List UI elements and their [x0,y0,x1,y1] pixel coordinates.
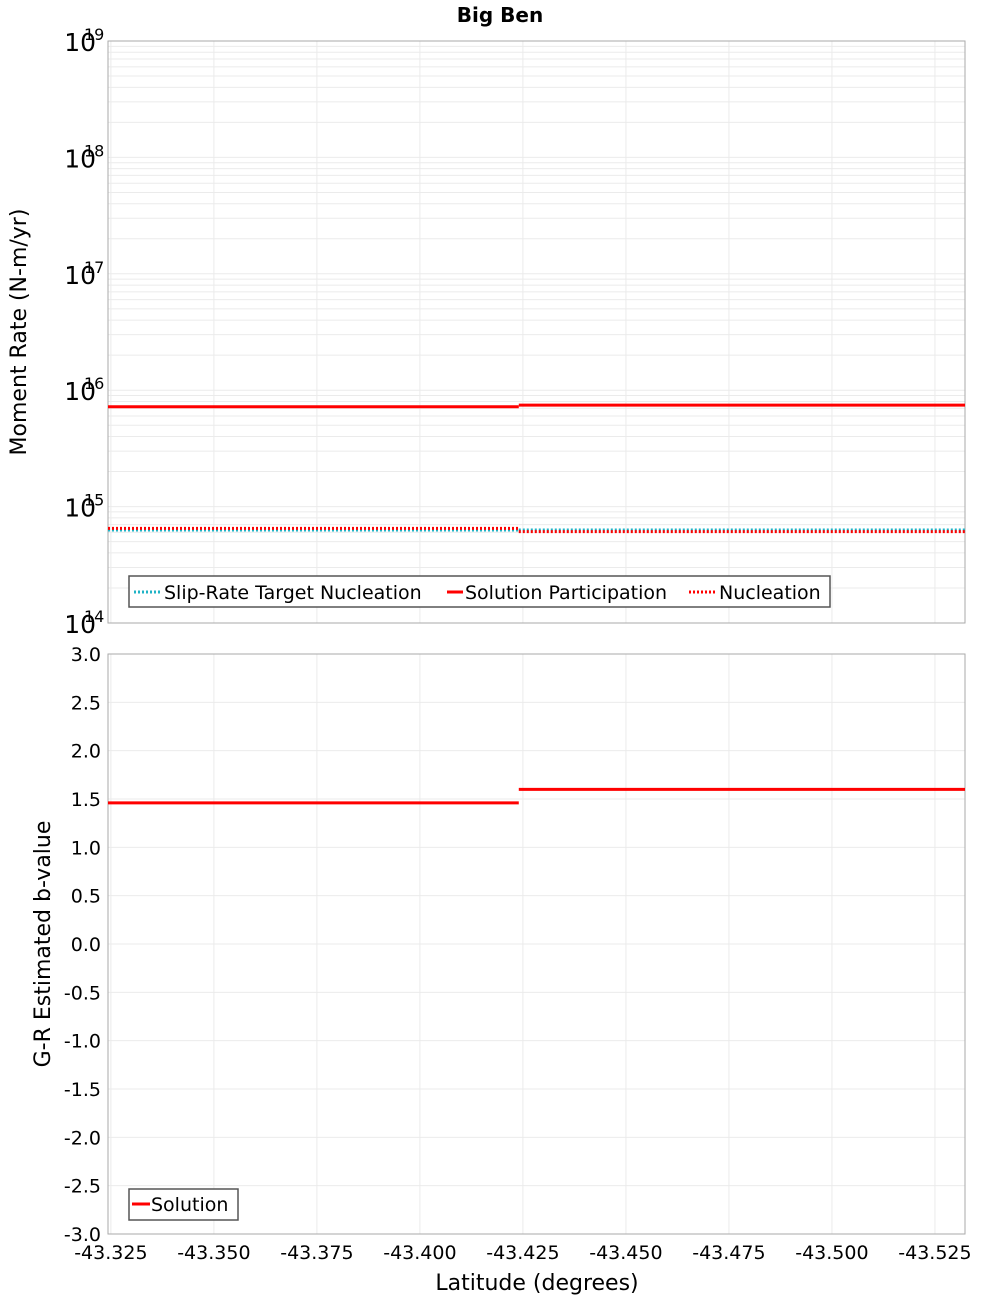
top-y-axis-label: Moment Rate (N-m/yr) [7,209,32,456]
bottom-plot-gridlines [108,653,965,1235]
svg-text:18: 18 [84,141,104,160]
svg-text:16: 16 [84,374,104,393]
x-tick-label: -43.450 [589,1242,662,1264]
x-tick-label: -43.425 [486,1242,559,1264]
svg-text:10: 10 [64,377,96,406]
legend-label-nucleation: Nucleation [719,582,821,604]
top-legend: Slip-Rate Target Nucleation Solution Par… [128,575,831,608]
x-tick-label: -43.350 [177,1242,250,1264]
y-tick-label: -2.5 [64,1176,101,1198]
y-tick-label: 2.5 [71,692,101,714]
svg-text:15: 15 [84,491,104,510]
bottom-plot-series [108,787,965,805]
x-tick-label: -43.525 [898,1242,971,1264]
svg-text:10: 10 [64,494,96,523]
x-tick-label: -43.500 [795,1242,868,1264]
y-tick-label: -0.5 [64,982,101,1004]
y-tick-label: -1.5 [64,1079,101,1101]
y-tick-label: 1.0 [71,837,101,859]
svg-text:10: 10 [64,144,96,173]
y-tick-label: -2.0 [64,1127,101,1149]
top-plot-gridlines [108,41,965,624]
x-axis-label: Latitude (degrees) [435,1271,638,1296]
bottom-plot-frame [107,653,966,1235]
x-axis-ticks: -43.325 -43.350 -43.375 -43.400 -43.425 -43.4… [74,1242,971,1264]
x-tick-label: -43.475 [692,1242,765,1264]
svg-text:14: 14 [84,607,104,626]
top-plot-series [108,403,965,534]
svg-text:10: 10 [64,261,96,290]
svg-text:10: 10 [64,610,96,639]
bottom-y-axis-ticks: 3.0 2.5 2.0 1.5 1.0 0.5 0.0 -0.5 -1.0 -1.5 -2.0 -2.… [64,644,101,1246]
legend-label-solution: Solution [151,1194,228,1216]
y-tick-label: -3.0 [64,1224,101,1246]
x-tick-label: -43.325 [74,1242,147,1264]
x-tick-label: -43.400 [383,1242,456,1264]
bottom-legend: Solution [128,1188,239,1221]
y-tick-label: 0.5 [71,886,101,908]
chart-title: Big Ben [457,3,543,27]
x-tick-label: -43.375 [280,1242,353,1264]
svg-text:10: 10 [64,28,96,57]
legend-label-target: Slip-Rate Target Nucleation [164,582,422,604]
y-tick-label: 2.0 [71,741,101,763]
svg-text:19: 19 [84,25,104,44]
y-tick-label: 3.0 [71,644,101,666]
top-plot-frame [107,40,966,624]
svg-text:17: 17 [84,258,104,277]
y-tick-label: 1.5 [71,789,101,811]
y-tick-label: -1.0 [64,1031,101,1053]
legend-label-solution-participation: Solution Participation [465,582,667,604]
y-tick-label: 0.0 [71,934,101,956]
bottom-y-axis-label: G-R Estimated b-value [31,821,56,1068]
